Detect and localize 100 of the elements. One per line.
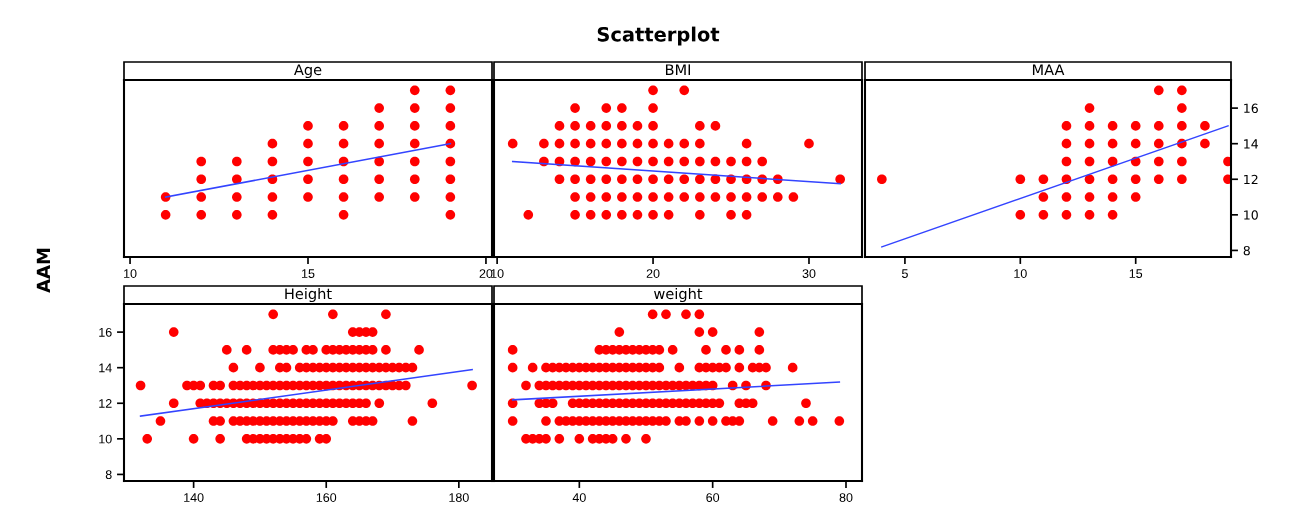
- point: [1153, 174, 1164, 185]
- point: [1107, 210, 1118, 220]
- point: [1153, 121, 1164, 131]
- point: [1061, 138, 1072, 149]
- point: [1130, 192, 1141, 202]
- point: [445, 192, 456, 202]
- x-tick-label: 40: [572, 493, 586, 502]
- point: [1107, 138, 1118, 149]
- point: [303, 156, 313, 167]
- point: [1084, 210, 1095, 220]
- y-tick-label: 8: [105, 470, 112, 480]
- y-tick-label: 12: [99, 399, 112, 408]
- x-tick-label: 140: [184, 493, 204, 502]
- point: [232, 156, 242, 167]
- point: [196, 192, 207, 202]
- point: [1038, 210, 1049, 220]
- point: [1084, 192, 1095, 202]
- point: [1153, 138, 1164, 149]
- chart-title: MAA: [1032, 64, 1065, 76]
- point: [1061, 192, 1072, 202]
- point: [409, 138, 420, 149]
- point: [1153, 85, 1164, 96]
- x-tick-label: 10: [1014, 269, 1027, 278]
- point: [1084, 156, 1095, 167]
- point: [1015, 210, 1026, 220]
- point: [374, 156, 384, 167]
- point: [445, 121, 456, 131]
- point: [232, 210, 242, 220]
- y-tick-label: 8: [1243, 245, 1250, 256]
- point: [196, 156, 207, 167]
- point: [1038, 174, 1049, 185]
- point: [1200, 121, 1210, 131]
- x-tick-label: 30: [802, 269, 816, 278]
- point: [160, 210, 171, 220]
- point: [303, 121, 313, 131]
- point: [445, 174, 456, 185]
- point: [1038, 192, 1049, 202]
- point: [196, 210, 207, 220]
- point: [445, 210, 456, 220]
- point: [267, 192, 278, 202]
- y-tick-label: 16: [1244, 103, 1258, 114]
- point: [374, 192, 384, 202]
- point: [1084, 138, 1095, 149]
- x-tick-label: 15: [1129, 269, 1143, 278]
- point: [267, 210, 278, 220]
- point: [1177, 174, 1187, 185]
- point: [374, 138, 384, 149]
- y-tick-label: 10: [1244, 210, 1258, 220]
- point: [374, 174, 384, 185]
- point: [1177, 103, 1187, 113]
- x-tick-label: 20: [646, 269, 660, 278]
- point: [303, 192, 313, 202]
- point: [338, 210, 349, 220]
- point: [232, 192, 242, 202]
- point: [1015, 174, 1026, 185]
- x-tick-label: 160: [316, 493, 337, 502]
- point: [267, 156, 278, 167]
- point: [267, 138, 278, 149]
- point: [1061, 156, 1072, 167]
- point: [196, 174, 207, 185]
- point: [409, 103, 420, 113]
- point: [1177, 85, 1187, 96]
- point: [338, 121, 349, 131]
- point: [338, 174, 349, 185]
- point: [1177, 121, 1187, 131]
- point: [338, 138, 349, 149]
- point: [232, 174, 242, 185]
- point: [1130, 138, 1141, 149]
- x-tick-label: 20: [479, 269, 493, 278]
- point: [1177, 156, 1187, 167]
- point: [1153, 156, 1164, 167]
- chart-title: Age: [294, 64, 322, 79]
- x-tick-label: 60: [706, 493, 720, 502]
- point: [303, 138, 313, 149]
- point: [1084, 174, 1095, 185]
- y-tick-label: 12: [1244, 174, 1258, 185]
- y-tick-label: 14: [1244, 139, 1259, 149]
- x-tick-label: 10: [124, 269, 137, 278]
- point: [338, 192, 349, 202]
- chart-title: BMI: [665, 64, 691, 76]
- chart-title: weight: [654, 287, 703, 303]
- point: [1130, 121, 1141, 131]
- y-tick-label: 10: [99, 434, 112, 444]
- y-axis-title: AAM: [36, 248, 50, 293]
- chart-title: Height: [285, 287, 332, 303]
- text: Scatterplot: [597, 26, 720, 46]
- point: [374, 103, 384, 113]
- point: [445, 156, 456, 167]
- point: [303, 174, 313, 185]
- point: [445, 85, 456, 96]
- point: [445, 103, 456, 113]
- point: [1107, 192, 1118, 202]
- point: [1107, 174, 1118, 185]
- point: [1061, 121, 1072, 131]
- point: [1084, 103, 1095, 113]
- y-tick-label: 16: [99, 327, 112, 337]
- point: [409, 121, 420, 131]
- point: [409, 156, 420, 167]
- x-tick-label: 5: [901, 269, 908, 278]
- point: [409, 192, 420, 202]
